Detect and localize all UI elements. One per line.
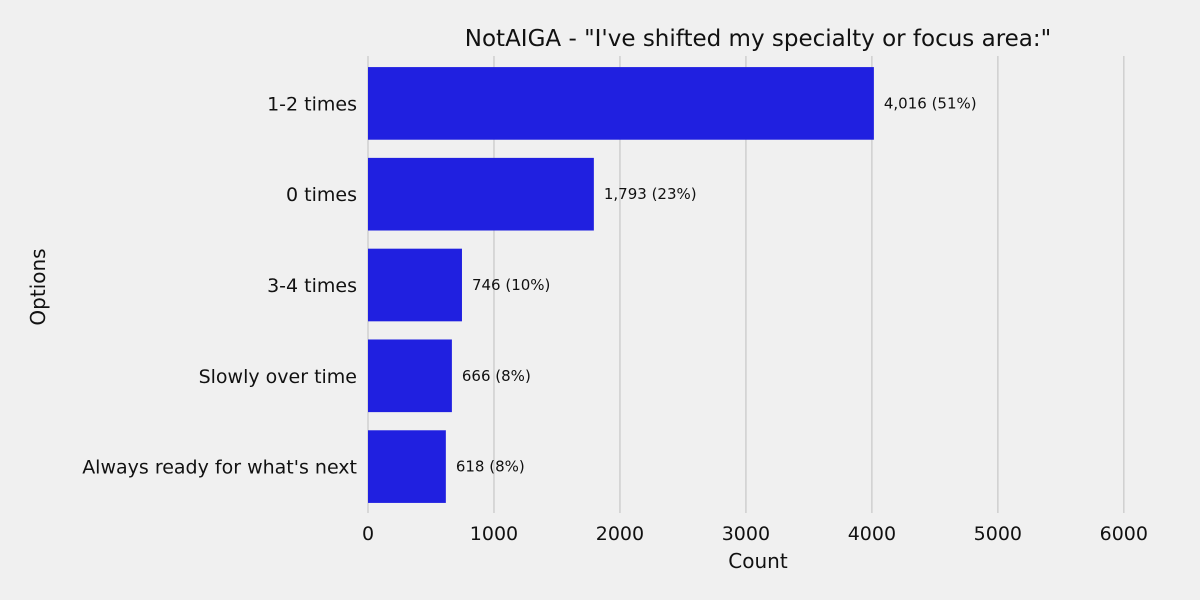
value-labels: 4,016 (51%) 1,793 (23%) 746 (10%) 666 (8%) 6…	[456, 94, 977, 475]
category-label: Slowly over time	[199, 366, 357, 388]
value-label: 1,793 (23%)	[604, 185, 697, 203]
bar	[368, 67, 874, 140]
x-tick-label: 0	[362, 523, 374, 545]
x-tick-label: 3000	[722, 523, 770, 545]
value-label: 4,016 (51%)	[884, 94, 977, 112]
y-axis-label: Options	[26, 248, 50, 325]
x-tick-label: 6000	[1100, 523, 1148, 545]
bar	[368, 430, 446, 503]
category-label: Always ready for what's next	[82, 457, 357, 479]
bar	[368, 157, 594, 231]
x-tick-label: 4000	[848, 523, 896, 545]
x-tick-label: 5000	[974, 523, 1022, 545]
value-label: 746 (10%)	[472, 276, 550, 294]
x-tick-label: 1000	[470, 523, 518, 545]
value-label: 666 (8%)	[462, 367, 531, 385]
category-label: 1-2 times	[267, 93, 357, 115]
bars	[368, 67, 874, 503]
value-label: 618 (8%)	[456, 458, 525, 476]
category-labels: 1-2 times 0 times 3-4 times Slowly over tim…	[82, 93, 357, 478]
bar	[368, 248, 462, 322]
x-axis-label: Count	[728, 549, 788, 573]
x-tick-labels: 0 1000 2000 3000 4000 5000 6000	[362, 523, 1148, 545]
category-label: 0 times	[286, 184, 357, 206]
x-tick-label: 2000	[596, 523, 644, 545]
category-label: 3-4 times	[267, 275, 357, 297]
chart-title: NotAIGA - "I've shifted my specialty or …	[465, 26, 1051, 52]
bar	[368, 339, 452, 413]
